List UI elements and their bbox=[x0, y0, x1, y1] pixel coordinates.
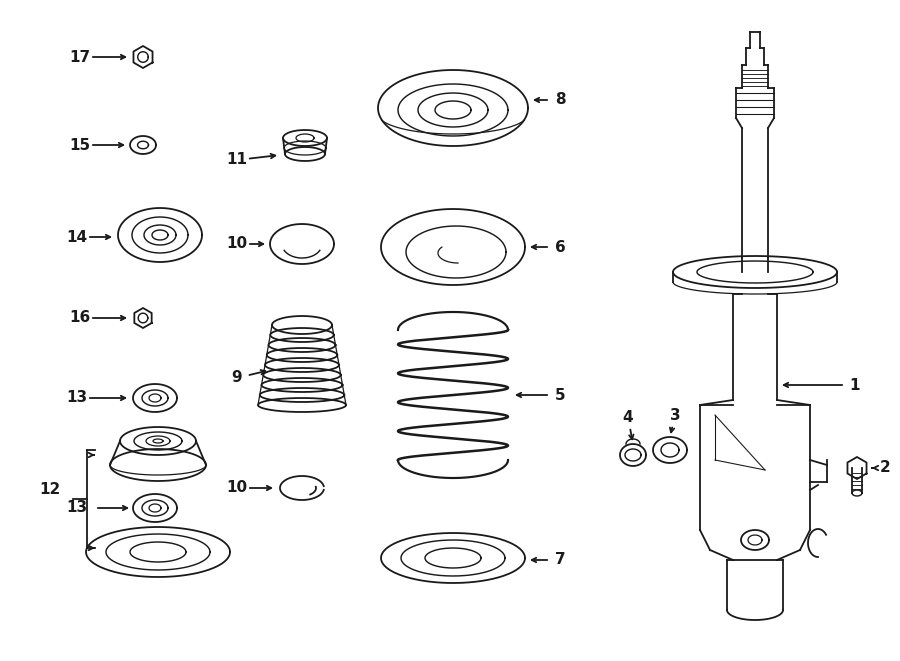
Text: 2: 2 bbox=[879, 461, 890, 475]
Text: 11: 11 bbox=[227, 153, 248, 167]
Text: 4: 4 bbox=[623, 410, 634, 424]
Text: 15: 15 bbox=[69, 137, 91, 153]
Text: 6: 6 bbox=[554, 239, 565, 254]
Text: 13: 13 bbox=[67, 500, 87, 516]
Text: 8: 8 bbox=[554, 93, 565, 108]
Text: 1: 1 bbox=[850, 377, 860, 393]
Text: 16: 16 bbox=[69, 311, 91, 325]
Text: 17: 17 bbox=[69, 50, 91, 65]
Text: 12: 12 bbox=[40, 483, 60, 498]
Text: 13: 13 bbox=[67, 391, 87, 405]
Text: 3: 3 bbox=[670, 407, 680, 422]
Text: 10: 10 bbox=[227, 237, 248, 251]
Text: 9: 9 bbox=[231, 371, 242, 385]
Text: 5: 5 bbox=[554, 387, 565, 403]
Text: 14: 14 bbox=[67, 229, 87, 245]
Text: 7: 7 bbox=[554, 553, 565, 568]
Text: 10: 10 bbox=[227, 481, 248, 496]
